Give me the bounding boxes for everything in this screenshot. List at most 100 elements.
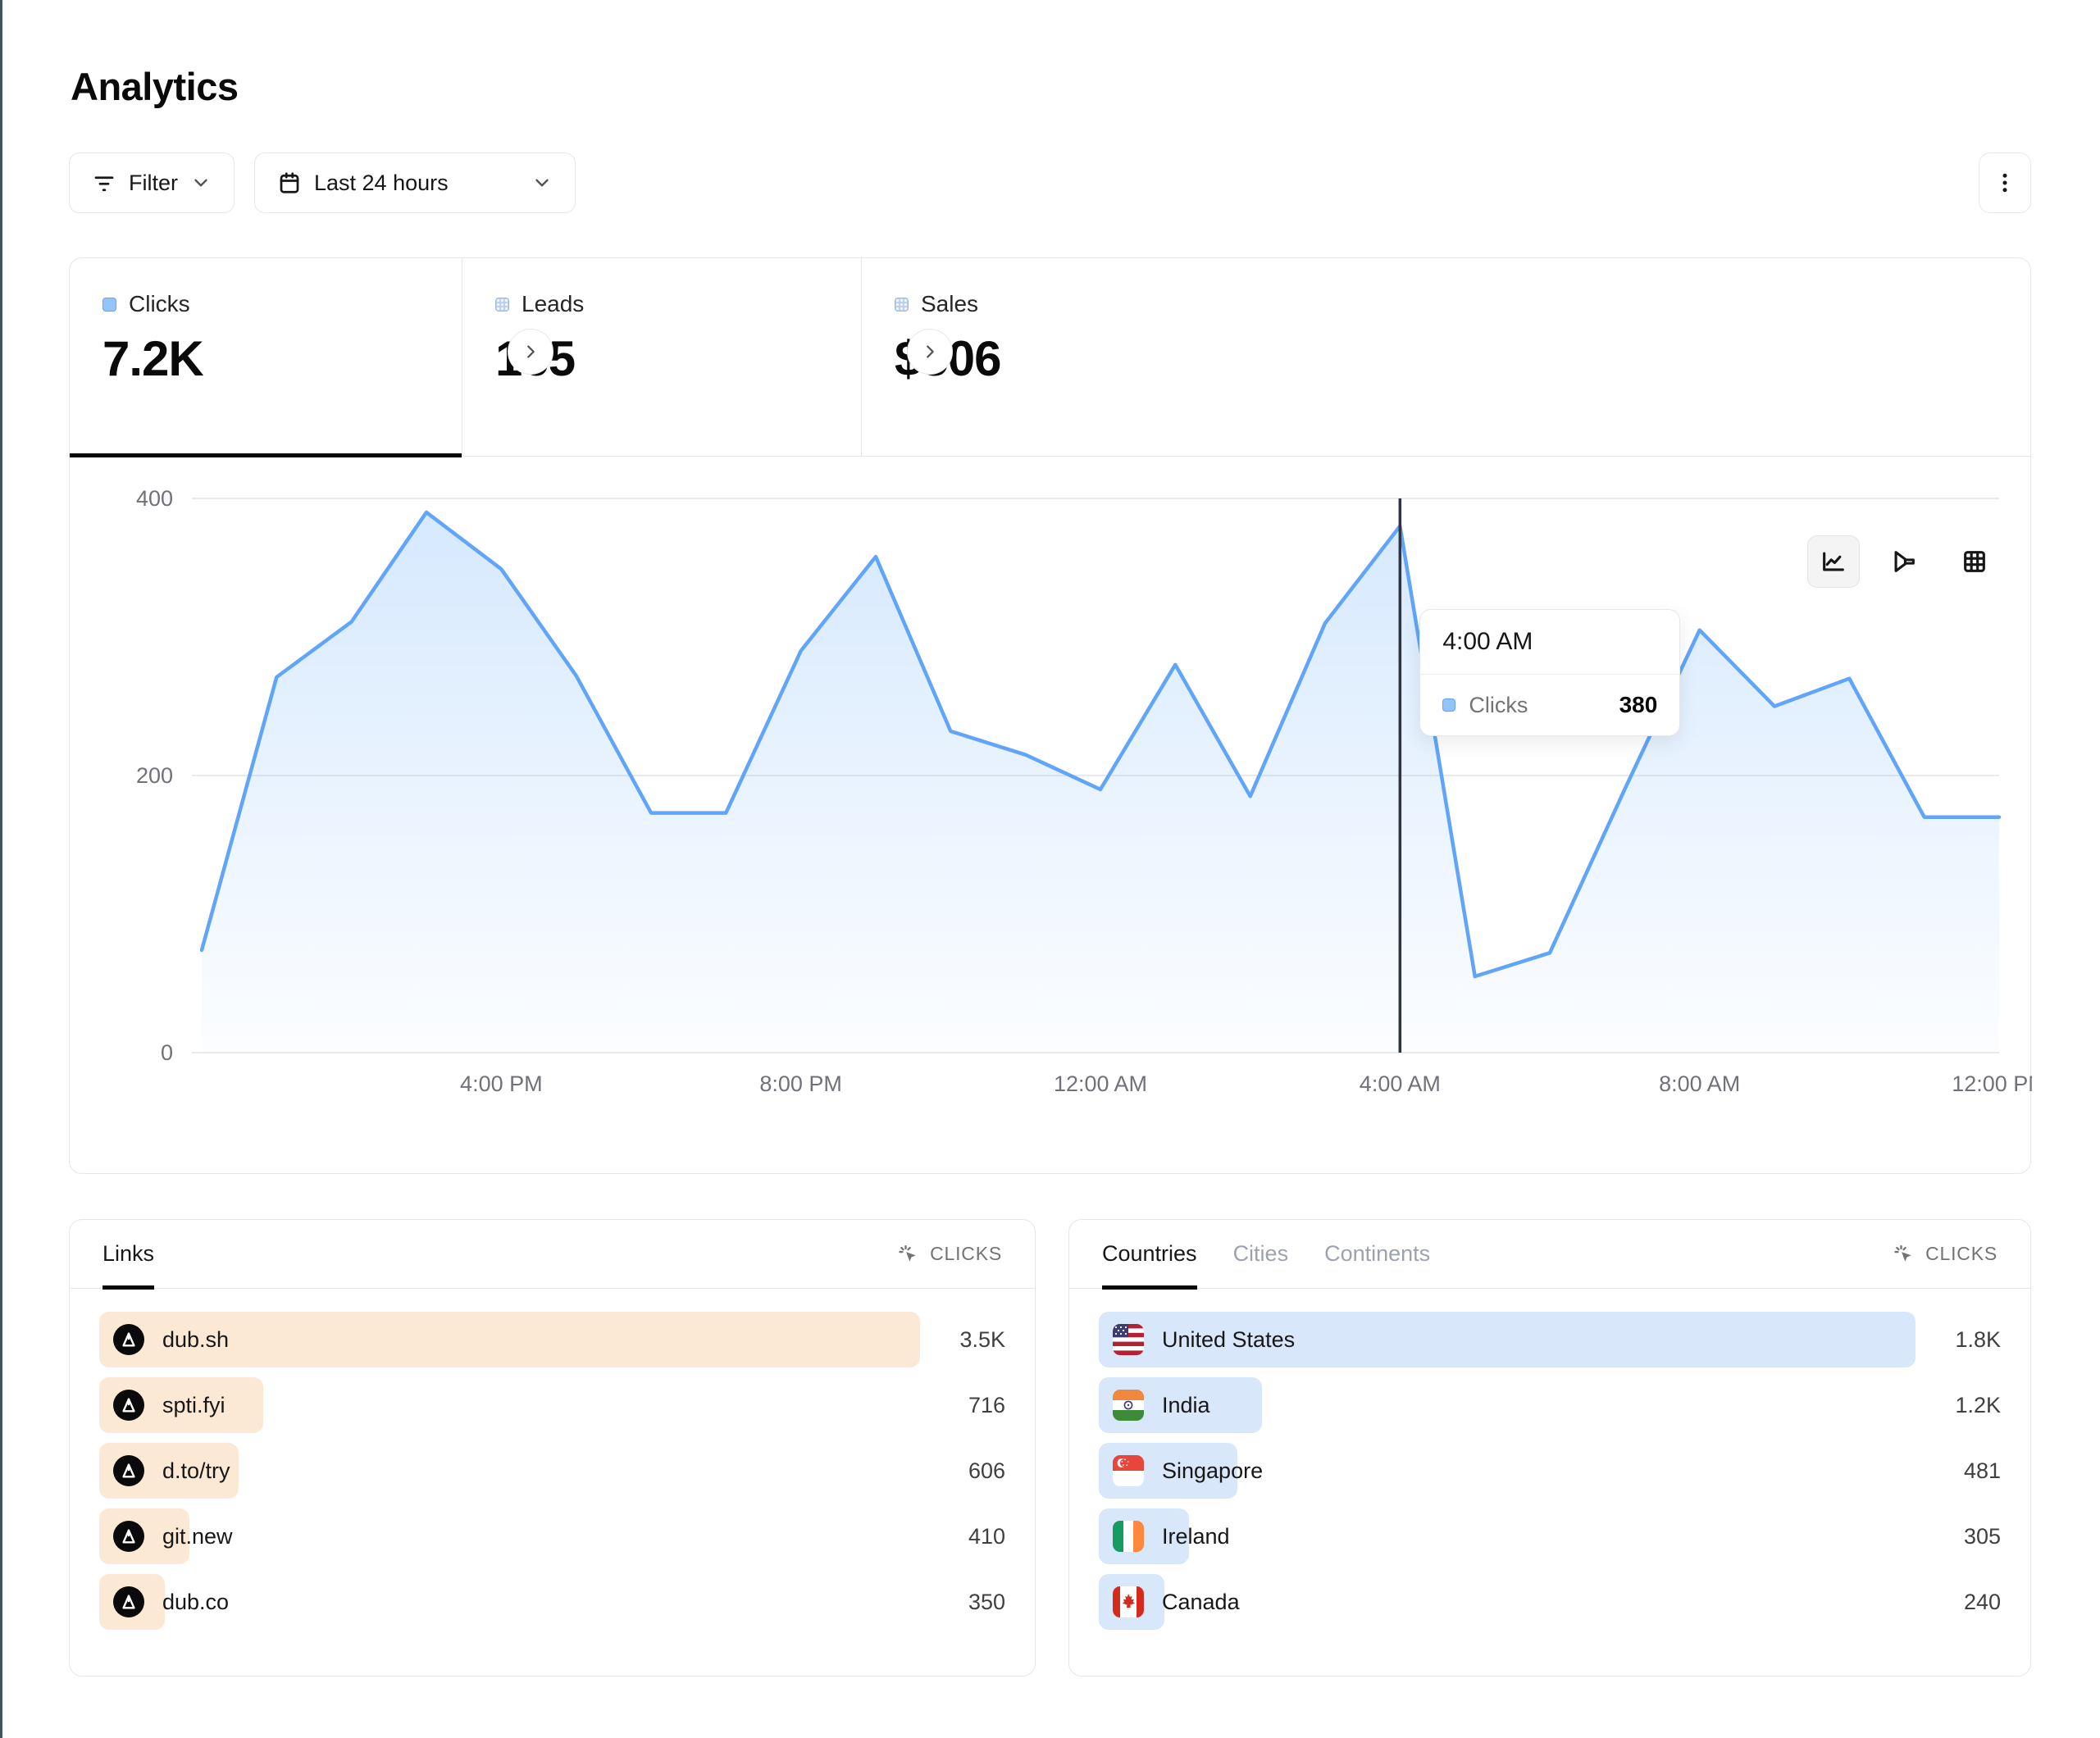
dub-logo-icon [113,1324,144,1355]
cursor-click-icon [899,1244,916,1262]
geo-panel: Countries Cities Continents CLICKS [1068,1219,2031,1677]
country-name: United States [1162,1326,1296,1352]
cursor-click-icon [1894,1244,1911,1262]
flag-singapore-icon [1113,1455,1144,1486]
links-panel-header: Links CLICKS [70,1220,1035,1290]
tab-continents[interactable]: Continents [1324,1220,1430,1288]
link-row[interactable]: spti.fyi 716 [99,1376,1005,1435]
links-metric-label: CLICKS [930,1243,1002,1264]
leads-label: Leads [522,291,585,316]
chart-view-switcher [1807,535,2001,588]
country-name: Canada [1162,1589,1240,1614]
chart-canvas: 0 200 400 4:00 PM 8:00 PM 12:00 AM 4:00 AM 8:0… [136,486,2032,1096]
tab-links-label: Links [102,1241,155,1266]
svg-text:200: 200 [136,763,173,788]
expand-leads-button[interactable] [907,329,953,375]
tab-sales[interactable]: Sales $506 [861,258,2030,456]
tab-continents-label: Continents [1324,1241,1431,1266]
geo-metric-selector[interactable]: CLICKS [1893,1243,1998,1266]
svg-text:8:00 AM: 8:00 AM [1659,1071,1740,1096]
link-name: git.new [162,1523,233,1549]
dub-logo-icon [113,1455,144,1486]
tooltip-time: 4:00 AM [1420,610,1680,675]
clicks-line [199,510,2002,979]
svg-text:4:00 PM: 4:00 PM [460,1071,543,1096]
chevron-right-icon [527,345,535,358]
svg-text:8:00 PM: 8:00 PM [759,1071,842,1096]
line-chart-icon [1823,552,1844,571]
tab-countries-label: Countries [1102,1241,1197,1266]
country-name: Singapore [1162,1458,1264,1483]
flag-us-icon [1113,1324,1144,1355]
sales-label: Sales [921,291,979,316]
links-metric-selector[interactable]: CLICKS [897,1243,1002,1266]
link-clicks-value: 606 [968,1458,1005,1483]
page-title: Analytics [71,65,239,108]
link-row[interactable]: dub.co 350 [99,1572,1005,1631]
tab-clicks[interactable]: Clicks 7.2K [70,258,462,457]
dub-logo-icon [113,1521,144,1552]
link-name: d.to/try [162,1458,230,1483]
dub-logo-icon [113,1586,144,1617]
tab-cities-label: Cities [1232,1241,1289,1266]
flag-ireland-icon [1113,1521,1144,1552]
geo-rows: United States 1.8K India 1.2K [1069,1289,2030,1631]
countries-tab-underline [1102,1285,1197,1290]
country-clicks-value: 1.8K [1955,1326,2001,1352]
tab-countries[interactable]: Countries [1102,1220,1197,1290]
chevron-down-icon [535,179,549,187]
chart-tooltip: 4:00 AM Clicks 380 [1419,609,1681,736]
svg-text:0: 0 [161,1040,173,1065]
country-name: Ireland [1162,1523,1230,1549]
x-axis-tick-labels: 4:00 PM 8:00 PM 12:00 AM 4:00 AM 8:00 AM 12:0… [460,1071,2032,1096]
links-panel: Links CLICKS dub.sh 3.5K [69,1219,1036,1677]
flag-india-icon [1113,1390,1144,1421]
tooltip-value: 380 [1619,692,1658,717]
country-clicks-value: 1.2K [1955,1392,2001,1417]
tab-links[interactable]: Links [102,1220,155,1290]
link-name: spti.fyi [162,1392,225,1417]
line-chart-view-button[interactable] [1807,535,1860,588]
geo-panel-header: Countries Cities Continents CLICKS [1069,1220,2030,1290]
filter-button[interactable]: Filter [69,152,235,213]
more-options-button[interactable] [1979,152,2031,213]
tooltip-clicks-swatch [1442,698,1456,712]
link-name: dub.co [162,1589,230,1614]
link-row[interactable]: dub.sh 3.5K [99,1310,1005,1369]
expand-clicks-button[interactable] [508,329,553,375]
filter-icon [94,176,114,192]
sales-value: $506 [895,330,2030,387]
tab-cities[interactable]: Cities [1233,1220,1289,1288]
funnel-view-button[interactable] [1878,535,1930,588]
date-range-button[interactable]: Last 24 hours [254,152,576,213]
country-row[interactable]: India 1.2K [1099,1376,2001,1435]
links-rows: dub.sh 3.5K spti.fyi 716 d.to/try 606 [70,1289,1035,1631]
table-grid-icon [1964,551,1985,572]
link-clicks-value: 350 [968,1589,1005,1614]
chevron-right-icon [927,345,934,358]
link-clicks-value: 716 [968,1392,1005,1417]
flag-canada-icon [1113,1586,1144,1617]
svg-text:4:00 AM: 4:00 AM [1360,1071,1441,1096]
clicks-value: 7.2K [102,331,204,386]
country-row[interactable]: Canada 240 [1099,1572,2001,1631]
country-row[interactable]: United States 1.8K [1099,1310,2001,1369]
clicks-legend-swatch [102,297,116,312]
y-axis-tick-labels: 0 200 400 [136,486,173,1065]
links-tab-underline [102,1285,155,1290]
filter-button-label: Filter [129,170,178,195]
table-view-button[interactable] [1948,535,2001,588]
link-row[interactable]: d.to/try 606 [99,1441,1005,1500]
country-row[interactable]: Singapore 481 [1099,1441,2001,1500]
dub-logo-icon [113,1390,144,1421]
active-tab-underline [70,453,462,457]
link-name: dub.sh [162,1326,230,1352]
analytics-card: Clicks 7.2K Leads 165 Sales $506 [69,257,2032,1174]
clicks-time-series-chart[interactable]: 0 200 400 4:00 PM 8:00 PM 12:00 AM 4:00 AM 8:0… [70,457,2032,1173]
country-bar [1099,1312,1916,1367]
kebab-menu-icon [2002,173,2007,193]
country-row[interactable]: Ireland 305 [1099,1507,2001,1566]
area-fill [202,512,1999,1053]
date-range-label: Last 24 hours [314,170,449,195]
link-row[interactable]: git.new 410 [99,1507,1005,1566]
